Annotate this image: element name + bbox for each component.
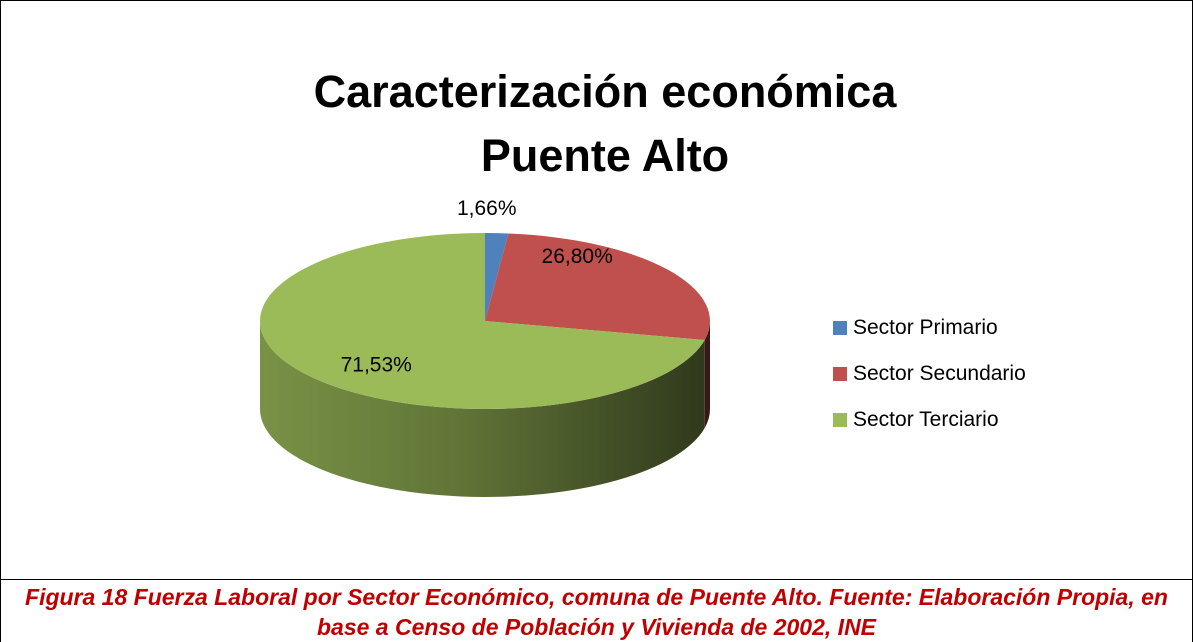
chart-legend: Sector Primario Sector Secundario Sector T… bbox=[833, 305, 1026, 443]
legend-label: Sector Secundario bbox=[853, 362, 1026, 385]
pie-side-sector-terciario bbox=[260, 321, 705, 497]
legend-label: Sector Terciario bbox=[853, 408, 999, 431]
legend-item: Sector Secundario bbox=[833, 351, 1026, 397]
pie-chart: 1,66% 26,80% 71,53% bbox=[260, 197, 711, 497]
data-label-sector-secundario: 26,80% bbox=[542, 245, 613, 268]
legend-swatch bbox=[833, 413, 847, 427]
chart-area: Caracterización económica Puente Alto 1,… bbox=[0, 66, 1193, 580]
legend-label: Sector Primario bbox=[853, 316, 998, 339]
figure-caption: Figura 18 Fuerza Laboral por Sector Econ… bbox=[25, 584, 1168, 640]
data-label-sector-primario: 1,66% bbox=[457, 197, 517, 220]
pie-slice-sector-secundario bbox=[485, 233, 711, 340]
legend-item: Sector Primario bbox=[833, 305, 1026, 351]
legend-item: Sector Terciario bbox=[833, 397, 1026, 443]
data-label-sector-terciario: 71,53% bbox=[341, 354, 412, 377]
chart-title: Caracterización económica Puente Alto bbox=[313, 66, 897, 181]
pie-side-sector-secundario bbox=[704, 321, 710, 428]
pie-slice-sector-terciario bbox=[260, 233, 705, 409]
legend-swatch bbox=[833, 321, 847, 335]
legend-swatch bbox=[833, 367, 847, 381]
pie-slice-sector-primario bbox=[485, 233, 509, 321]
